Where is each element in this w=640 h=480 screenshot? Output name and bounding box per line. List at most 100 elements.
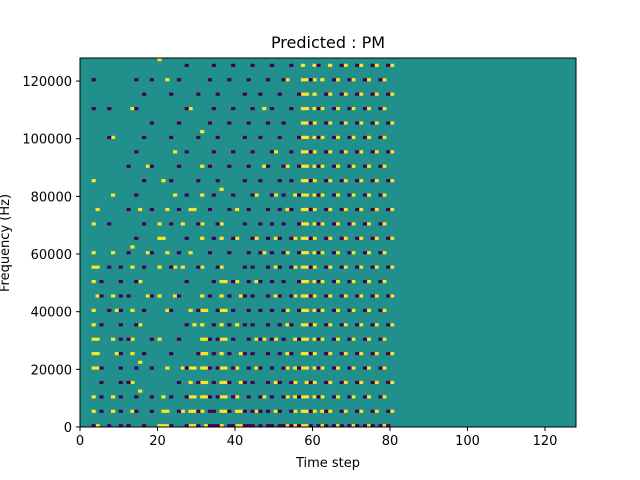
- heatmap-cell-high: [223, 409, 228, 413]
- heatmap-cell-low: [176, 207, 182, 212]
- heatmap-cell-high: [262, 251, 267, 255]
- heatmap-cell-low: [281, 279, 286, 284]
- heatmap-cell-high: [130, 265, 135, 269]
- heatmap-cell-low: [207, 337, 213, 341]
- heatmap-cell-low: [386, 150, 391, 154]
- heatmap-cell-low: [258, 279, 263, 284]
- heatmap-cell-low: [126, 164, 131, 168]
- heatmap-cell-low: [378, 424, 383, 428]
- heatmap-cell-low: [281, 424, 286, 428]
- heatmap-cell-low: [269, 222, 275, 226]
- heatmap-cell-low: [250, 352, 255, 356]
- x-axis: 0 20 40 60 80 100 120: [76, 427, 557, 449]
- heatmap-cell-low: [266, 265, 271, 269]
- heatmap-cell-high: [390, 121, 395, 125]
- heatmap-cell-low: [176, 164, 182, 168]
- heatmap-cell-low: [126, 207, 131, 212]
- heatmap-cell-high: [312, 107, 317, 111]
- heatmap-cell-low: [176, 294, 182, 298]
- heatmap-cell-high: [238, 380, 244, 385]
- heatmap-cell-low: [231, 63, 236, 67]
- heatmap-cell-high: [351, 424, 356, 428]
- heatmap-cell-low: [184, 279, 189, 284]
- heatmap-cell-high: [111, 409, 116, 413]
- heatmap-cell-high: [335, 279, 340, 284]
- heatmap-cell-high: [351, 337, 356, 341]
- heatmap-cell-high: [200, 164, 205, 168]
- heatmap-cell-high: [359, 409, 364, 413]
- heatmap-cell-high: [328, 63, 333, 67]
- heatmap-cell-high: [188, 107, 193, 111]
- heatmap-cell-high: [343, 323, 348, 327]
- heatmap-cell-low: [207, 121, 213, 125]
- heatmap-cell-low: [211, 63, 216, 67]
- heatmap-cell-high: [238, 352, 244, 356]
- heatmap-cell-low: [246, 251, 251, 255]
- heatmap-cell-low: [266, 424, 271, 428]
- heatmap-cell-high: [235, 366, 240, 370]
- heatmap-cell-low: [289, 294, 294, 298]
- heatmap-cell-high: [204, 366, 209, 370]
- heatmap-cell-high: [328, 294, 333, 298]
- heatmap-cell-low: [231, 107, 236, 111]
- heatmap-cell-low: [331, 279, 337, 284]
- heatmap-cell-high: [204, 337, 209, 341]
- heatmap-cell-high: [304, 294, 309, 298]
- heatmap-cell-low: [324, 207, 329, 212]
- heatmap-cell-low: [378, 308, 383, 312]
- heatmap-cell-low: [107, 222, 112, 226]
- heatmap-cell-high: [320, 395, 325, 399]
- heatmap-cell-high: [165, 78, 170, 82]
- heatmap-cell-high: [343, 409, 348, 413]
- heatmap-cell-high: [374, 236, 379, 240]
- heatmap-cell-low: [207, 78, 213, 82]
- heatmap-cell-high: [145, 251, 151, 255]
- heatmap-cell-low: [308, 424, 313, 428]
- heatmap-cell-low: [118, 395, 123, 399]
- heatmap-cell-low: [277, 265, 282, 269]
- heatmap-cell-low: [355, 380, 360, 385]
- heatmap-cell-low: [176, 78, 182, 82]
- heatmap-cell-high: [95, 366, 100, 370]
- heatmap-cell-high: [304, 135, 309, 140]
- heatmap-cell-high: [300, 265, 306, 269]
- heatmap-cell-high: [312, 78, 317, 82]
- heatmap-cell-high: [328, 236, 333, 240]
- heatmap-cell-high: [165, 409, 170, 413]
- heatmap-cell-high: [351, 193, 356, 197]
- heatmap-cell-high: [374, 323, 379, 327]
- heatmap-cell-high: [312, 193, 317, 197]
- heatmap-cell-high: [304, 150, 309, 154]
- heatmap-cell-high: [343, 63, 348, 67]
- heatmap-cell-low: [281, 308, 286, 312]
- heatmap-cell-low: [184, 424, 189, 428]
- heatmap-cell-low: [289, 179, 294, 183]
- heatmap-cell-low: [246, 337, 251, 341]
- heatmap-cell-high: [366, 135, 371, 140]
- heatmap-cell-high: [374, 63, 379, 67]
- heatmap-cell-low: [339, 207, 344, 212]
- heatmap-cell-low: [324, 179, 329, 183]
- heatmap-cell-low: [107, 308, 112, 312]
- heatmap-cell-high: [293, 265, 298, 269]
- heatmap-cell-high: [320, 222, 325, 226]
- heatmap-cell-high: [200, 352, 205, 356]
- heatmap-cell-low: [250, 107, 255, 111]
- heatmap-cell-low: [269, 251, 275, 255]
- heatmap-cell-high: [300, 308, 306, 312]
- heatmap-cell-low: [258, 251, 263, 255]
- chart-title: Predicted : PM: [271, 33, 385, 52]
- heatmap-cell-low: [184, 395, 189, 399]
- heatmap-cell-high: [95, 265, 100, 269]
- heatmap-cell-high: [262, 107, 267, 111]
- heatmap-cell-low: [281, 193, 286, 197]
- heatmap-cell-low: [250, 265, 255, 269]
- heatmap-cell-high: [366, 251, 371, 255]
- heatmap-cell-low: [297, 135, 302, 140]
- heatmap-cell-low: [242, 135, 247, 140]
- heatmap-cell-low: [339, 92, 344, 96]
- heatmap-cell-low: [211, 107, 216, 111]
- heatmap-cell-low: [134, 279, 139, 284]
- heatmap-cell-high: [374, 179, 379, 183]
- heatmap-cell-low: [107, 135, 112, 140]
